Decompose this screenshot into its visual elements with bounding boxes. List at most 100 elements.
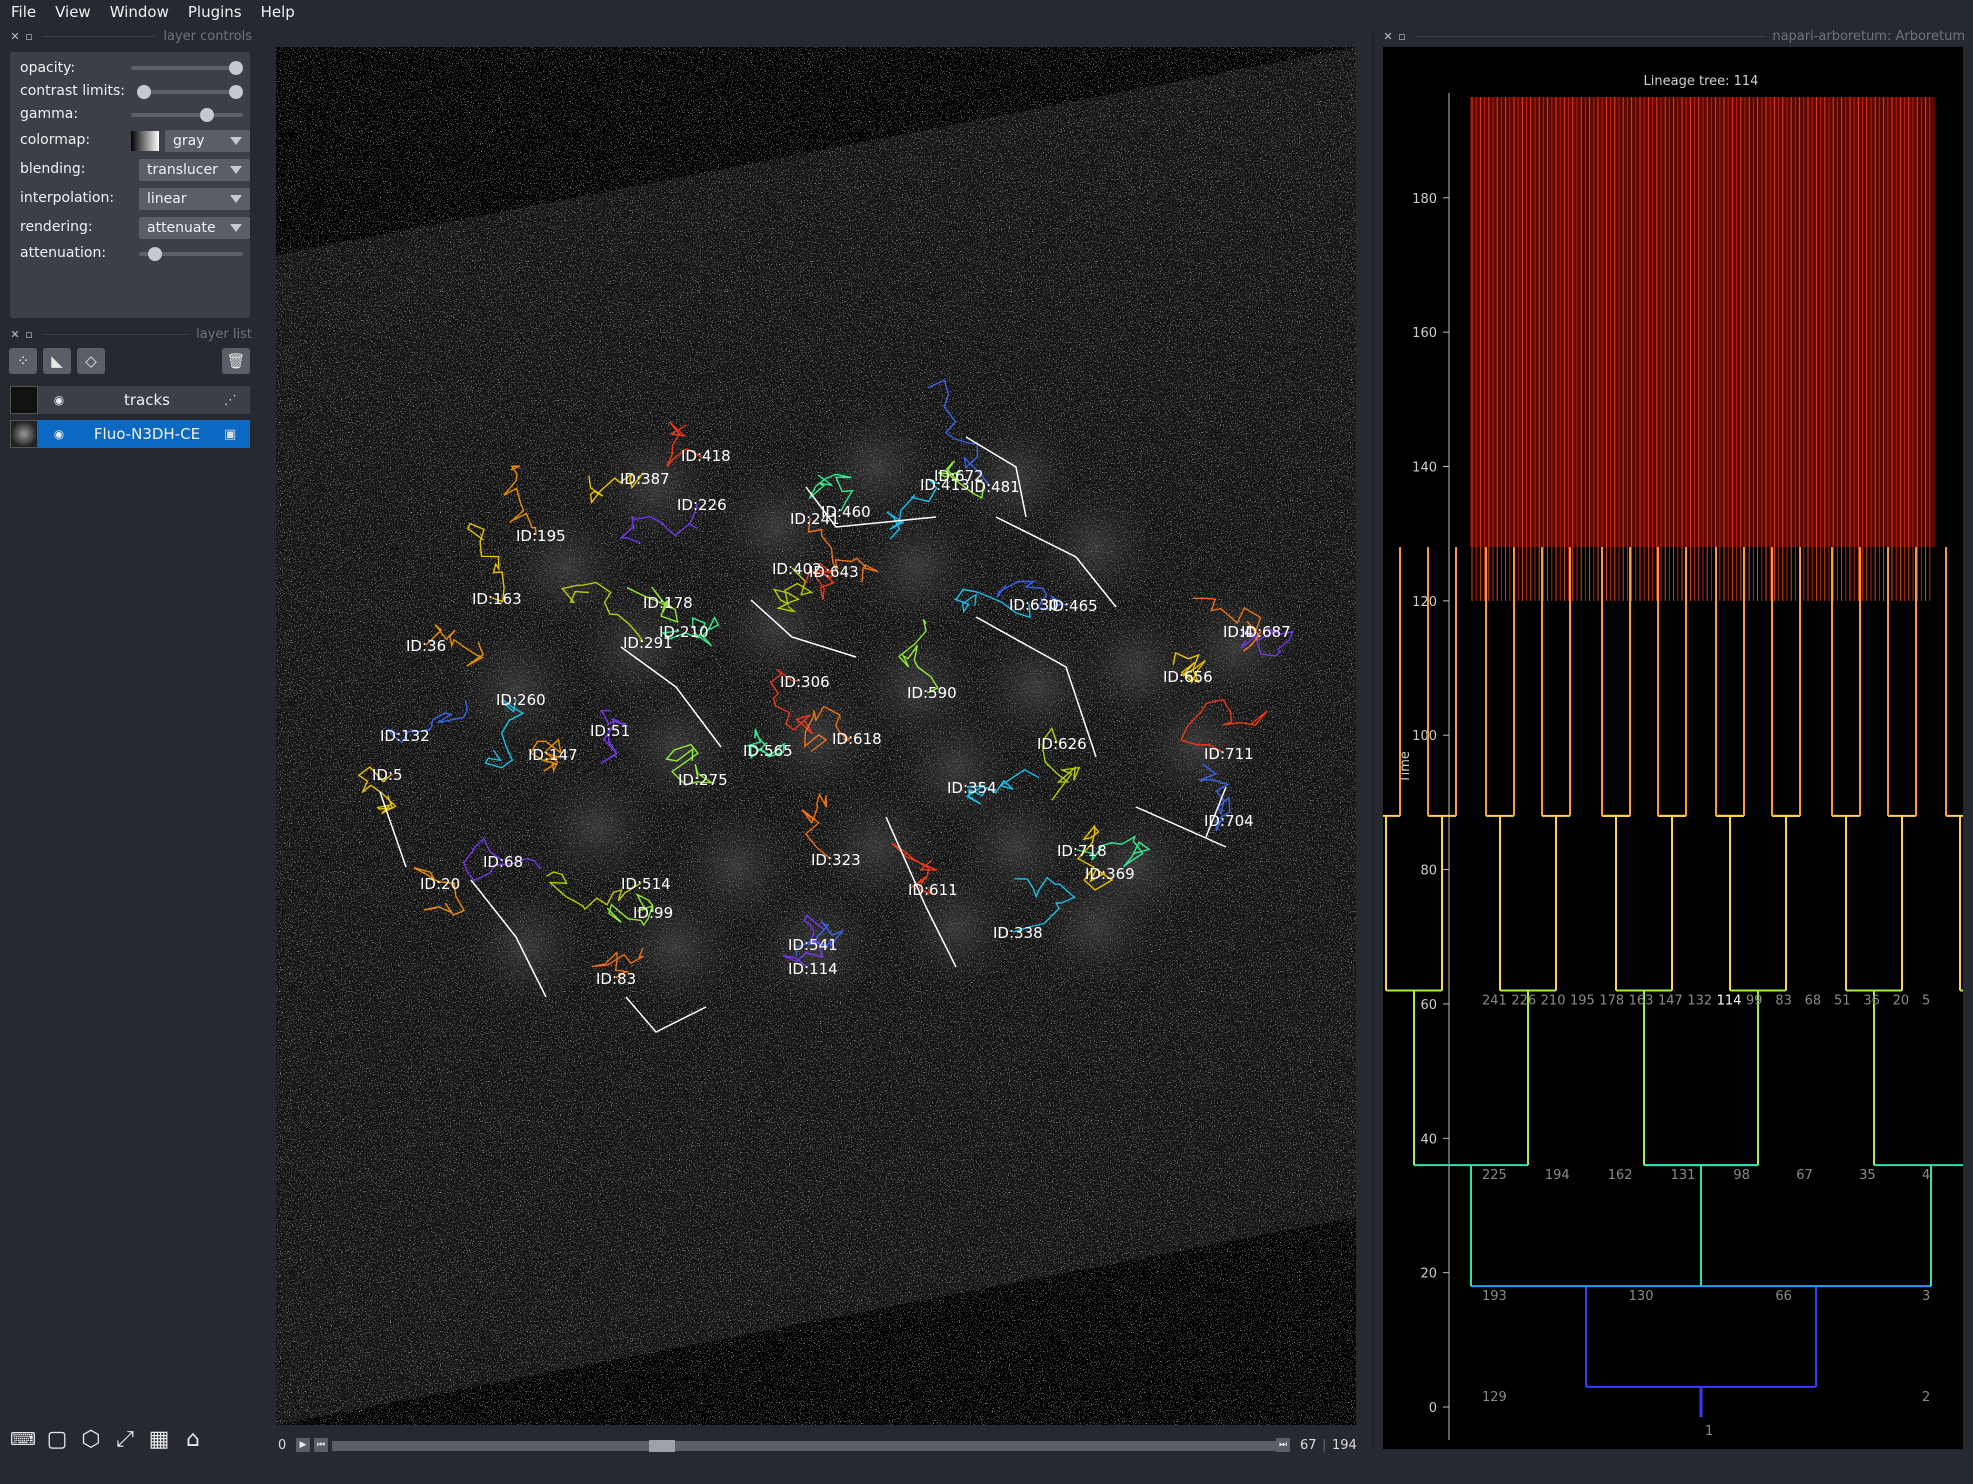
track-label: ID:275 [678,771,728,789]
eye-icon[interactable]: ◉ [53,393,65,407]
console-button[interactable]: ⌨ [8,1424,38,1454]
float-icon[interactable]: ▫ [1398,29,1406,43]
gamma-label: gamma: [20,106,79,122]
y-tick-label: 0 [1429,1401,1437,1416]
track-path [965,768,1040,805]
contrast-min-handle[interactable] [137,85,151,99]
new-labels-layer-button[interactable]: ◇ [77,348,105,374]
tree-node-label: 132 [1687,993,1712,1008]
float-icon[interactable]: ▫ [25,29,33,43]
track-label: ID:4 [1223,623,1254,641]
track-label: ID:338 [993,924,1043,942]
close-icon[interactable]: ✕ [10,29,20,43]
attenuation-slider[interactable] [139,247,243,261]
track-path [772,567,814,613]
layer-thumbnail [10,420,38,448]
rendering-select[interactable]: attenuate [139,217,250,239]
nuclei-blobs [454,405,1298,1009]
opacity-slider-handle[interactable] [229,61,243,75]
tracks-layer-icon: ⋰ [224,392,237,408]
tree-node-label: 210 [1541,993,1566,1008]
track-label: ID:178 [643,594,693,612]
menu-file[interactable]: File [11,3,37,21]
gamma-slider[interactable] [131,108,243,122]
track-path [938,460,985,499]
frame-slider-handle[interactable] [648,1440,675,1452]
float-icon[interactable]: ▫ [25,327,33,341]
track-label: ID:260 [496,691,546,709]
cube-icon: ⬡ [81,1426,101,1452]
tree-node-label: 66 [1775,1289,1792,1304]
track-path [1012,876,1076,933]
menu-plugins[interactable]: Plugins [187,3,242,21]
track-label: ID:241 [790,510,840,528]
attenuation-slider-handle[interactable] [148,247,162,261]
nucleus-blob [814,405,938,529]
nucleus-blob [1034,485,1158,609]
track-path [413,867,465,916]
dock-splitter[interactable] [1372,30,1374,1450]
track-label: ID:387 [620,470,670,488]
step-back-button[interactable]: ⏮ [314,1438,328,1452]
frame-separator: | [1322,1438,1327,1453]
play-button[interactable]: ▶ [296,1438,310,1452]
roll-dims-button[interactable]: ⬡ [76,1424,106,1454]
grid-view-button[interactable]: ▦ [144,1424,174,1454]
layer-row-tracks[interactable]: ◉ tracks ⋰ [10,386,250,414]
step-forward-icon: ⏭ [1278,1440,1288,1450]
transpose-button[interactable]: ⤢ [110,1424,140,1454]
track-path [546,871,642,911]
new-points-layer-button[interactable]: ⁘ [9,348,37,374]
y-axis-label: Time [1398,751,1413,784]
track-label: ID:210 [659,623,709,641]
grid-icon: ▦ [148,1426,170,1452]
track-link [885,816,957,968]
interpolation-value: linear [147,191,187,207]
ndisplay-button[interactable]: ▢ [42,1424,72,1454]
track-path [1076,835,1151,868]
frame-start-label: 0 [278,1438,287,1453]
frame-track[interactable] [332,1440,1276,1452]
menu-help[interactable]: Help [260,3,295,21]
menu-view[interactable]: View [55,3,91,21]
y-tick-label: 140 [1412,460,1437,475]
track-label: ID:481 [970,478,1020,496]
transpose-icon: ⤢ [116,1426,134,1452]
close-icon[interactable]: ✕ [10,327,20,341]
blending-select[interactable]: translucer [139,159,250,181]
track-path [626,586,679,623]
blending-label: blending: [20,161,86,177]
nucleus-blob [594,425,718,549]
home-button[interactable]: ⌂ [178,1424,208,1454]
menu-window[interactable]: Window [109,3,169,21]
nucleus-blob [714,565,838,689]
lineage-tree-chart: Lineage tree: 114 Time 02040608010012014… [1371,74,1973,1440]
track-path [463,837,542,882]
track-path [666,421,702,467]
gamma-slider-handle[interactable] [199,108,214,122]
track-label: ID:465 [1048,597,1098,615]
colormap-select[interactable]: gray [165,130,250,152]
track-label: ID:672 [934,467,984,485]
delete-layer-button[interactable]: 🗑 [222,348,250,374]
contrast-limits-slider[interactable] [137,85,243,99]
track-label: ID:369 [1085,865,1135,883]
play-icon: ▶ [299,1440,307,1450]
track-label: ID:163 [472,590,522,608]
opacity-slider[interactable] [131,61,243,75]
interpolation-select[interactable]: linear [139,188,250,210]
step-forward-button[interactable]: ⏭ [1276,1438,1290,1452]
contrast-max-handle[interactable] [229,85,243,99]
track-label: ID:413 [920,476,970,494]
lineage-tree-panel[interactable]: Lineage tree: 114 Time 0 20 40 60 80 100 120 14… [1371,47,1973,1449]
track-path [357,766,397,815]
layer-row-fluo[interactable]: ◉ Fluo-N3DH-CE ▣ [10,420,250,448]
viewer-canvas[interactable]: ID:418 ID:387 ID:672 ID:413 ID:481 ID:226 ID:2… [276,47,1356,1425]
tree-node-label: 99 [1746,993,1763,1008]
tree-node-labels: 129 2 193 130 66 3 225 194 162 131 98 67 35 4 241 226 21… [1482,993,1930,1439]
close-icon[interactable]: ✕ [1383,29,1393,43]
new-shapes-layer-button[interactable]: ◣ [43,348,71,374]
eye-icon[interactable]: ◉ [53,427,65,441]
tree-node-label: 67 [1796,1168,1813,1183]
